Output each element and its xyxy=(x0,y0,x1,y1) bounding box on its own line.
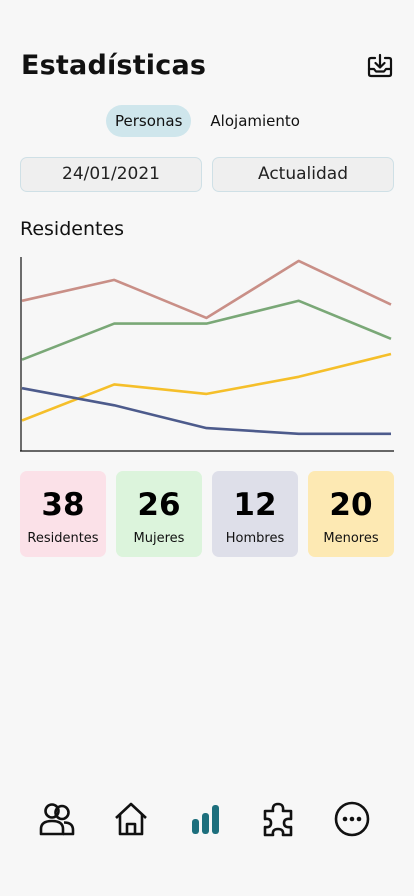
page-title: Estadísticas xyxy=(21,50,207,81)
stat-value: 26 xyxy=(137,487,181,523)
residents-line-chart xyxy=(20,257,394,452)
tab-personas[interactable]: Personas xyxy=(106,105,192,137)
download-button[interactable] xyxy=(366,52,394,80)
stat-card-mujeres[interactable]: 26 Mujeres xyxy=(116,471,202,557)
series-line-3 xyxy=(21,352,392,422)
stats-row: 38 Residentes 26 Mujeres 12 Hombres 20 M… xyxy=(20,471,394,557)
download-tray-icon xyxy=(367,53,393,78)
bottom-navigation xyxy=(0,796,414,842)
series-line-1 xyxy=(21,259,392,320)
chart-title: Residentes xyxy=(20,218,125,240)
stat-value: 20 xyxy=(329,487,373,523)
stat-label: Hombres xyxy=(225,531,285,546)
people-icon xyxy=(39,803,75,836)
end-date-field[interactable]: Actualidad xyxy=(212,157,394,192)
nav-item-people[interactable] xyxy=(34,796,80,842)
stat-label: Menores xyxy=(323,531,379,546)
puzzle-icon xyxy=(263,802,293,837)
stat-card-residentes[interactable]: 38 Residentes xyxy=(20,471,106,557)
nav-item-home[interactable] xyxy=(108,796,154,842)
nav-item-statistics[interactable] xyxy=(182,796,228,842)
series-layer xyxy=(21,259,392,436)
view-tabs: Personas Alojamiento xyxy=(106,105,309,137)
series-line-2 xyxy=(21,299,392,361)
stat-value: 12 xyxy=(233,487,277,523)
date-range: 24/01/2021 Actualidad xyxy=(20,157,394,192)
nav-item-more[interactable] xyxy=(329,796,375,842)
series-line-4 xyxy=(21,386,391,436)
stat-label: Residentes xyxy=(27,531,99,546)
home-icon xyxy=(115,802,147,836)
start-date-field[interactable]: 24/01/2021 xyxy=(20,157,202,192)
stat-card-hombres[interactable]: 12 Hombres xyxy=(212,471,298,557)
nav-item-puzzle[interactable] xyxy=(255,796,301,842)
tab-alojamiento[interactable]: Alojamiento xyxy=(210,112,300,130)
bar-chart-icon xyxy=(192,805,219,834)
stat-value: 38 xyxy=(41,487,85,523)
stat-card-menores[interactable]: 20 Menores xyxy=(308,471,394,557)
header: Estadísticas xyxy=(21,50,394,84)
stat-label: Mujeres xyxy=(133,531,185,546)
more-options-icon xyxy=(334,801,370,837)
